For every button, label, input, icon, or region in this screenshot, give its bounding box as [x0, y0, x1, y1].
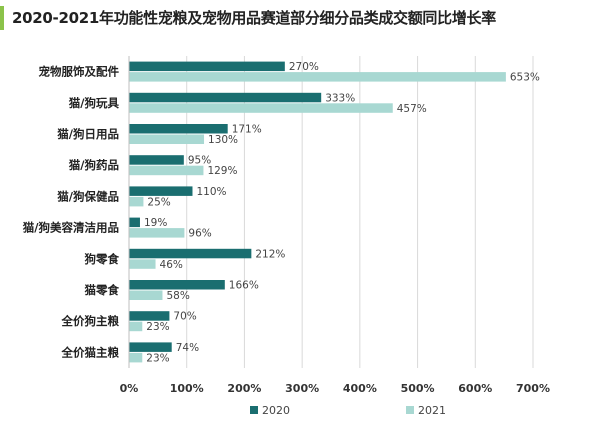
- data-label-2020: 70%: [173, 311, 196, 323]
- data-label-2021: 58%: [166, 290, 189, 302]
- x-tick-label: 100%: [170, 382, 204, 395]
- bar-2021: [129, 352, 143, 363]
- bar-2020: [129, 61, 285, 72]
- data-label-2021: 96%: [188, 228, 211, 240]
- category-label: 猫/狗药品: [69, 158, 119, 172]
- bar-2021: [129, 165, 204, 176]
- data-label-2021: 130%: [208, 134, 238, 146]
- bar-2020: [129, 155, 184, 165]
- bar-2020: [129, 311, 170, 321]
- legend-label-2020: 2020: [262, 404, 290, 417]
- x-tick-label: 300%: [285, 382, 319, 395]
- category-label: 猫/狗保健品: [57, 189, 119, 203]
- data-label-2021: 457%: [397, 103, 427, 115]
- data-label-2021: 653%: [510, 72, 540, 84]
- bar-2020: [129, 186, 193, 196]
- data-label-2020: 212%: [255, 248, 285, 260]
- bar-2020: [129, 124, 228, 134]
- data-label-2020: 270%: [289, 61, 319, 73]
- category-label: 猫/狗美容清洁用品: [23, 221, 119, 235]
- bar-2021: [129, 134, 205, 144]
- title-accent-bar: [0, 6, 4, 30]
- data-label-2020: 19%: [144, 217, 167, 229]
- data-label-2021: 23%: [146, 321, 169, 333]
- bar-2021: [129, 72, 506, 82]
- x-tick-label: 200%: [227, 382, 261, 395]
- bar-2021: [129, 259, 156, 269]
- category-label: 宠物服饰及配件: [39, 65, 120, 79]
- legend-swatch-2021: [406, 406, 414, 414]
- category-label: 全价猫主粮: [61, 345, 120, 359]
- category-label: 狗零食: [84, 252, 120, 266]
- bar-2020: [129, 280, 225, 290]
- x-tick-label: 600%: [458, 382, 492, 395]
- bar-2021: [129, 103, 393, 113]
- data-label-2020: 171%: [232, 124, 262, 136]
- x-tick-label: 500%: [401, 382, 435, 395]
- legend-swatch-2020: [250, 406, 258, 414]
- data-label-2020: 74%: [176, 342, 199, 354]
- data-label-2021: 129%: [207, 165, 237, 177]
- x-tick-label: 700%: [516, 382, 550, 395]
- data-label-2020: 166%: [229, 280, 259, 292]
- bar-2021: [129, 290, 163, 300]
- x-tick-label: 400%: [343, 382, 377, 395]
- bar-2020: [129, 248, 252, 259]
- bar-2020: [129, 217, 140, 228]
- x-tick-label: 0%: [120, 382, 139, 395]
- legend-label-2021: 2021: [418, 404, 446, 417]
- data-label-2020: 110%: [196, 186, 226, 198]
- category-label: 猫零食: [85, 283, 120, 297]
- bar-2021: [129, 196, 144, 207]
- data-label-2021: 25%: [147, 196, 170, 208]
- category-label: 猫/狗日用品: [57, 127, 119, 141]
- data-label-2020: 333%: [325, 92, 355, 104]
- bar-2021: [129, 228, 185, 238]
- bar-2020: [129, 342, 172, 352]
- bar-2021: [129, 321, 143, 332]
- data-label-2021: 46%: [160, 259, 183, 271]
- category-label: 全价狗主粮: [61, 314, 120, 328]
- data-label-2021: 23%: [146, 352, 169, 364]
- bar-2020: [129, 92, 322, 103]
- category-label: 猫/狗玩具: [69, 96, 120, 110]
- chart-title: 2020-2021年功能性宠粮及宠物用品赛道部分细分品类成交额同比增长率: [12, 9, 496, 27]
- data-label-2020: 95%: [188, 155, 211, 167]
